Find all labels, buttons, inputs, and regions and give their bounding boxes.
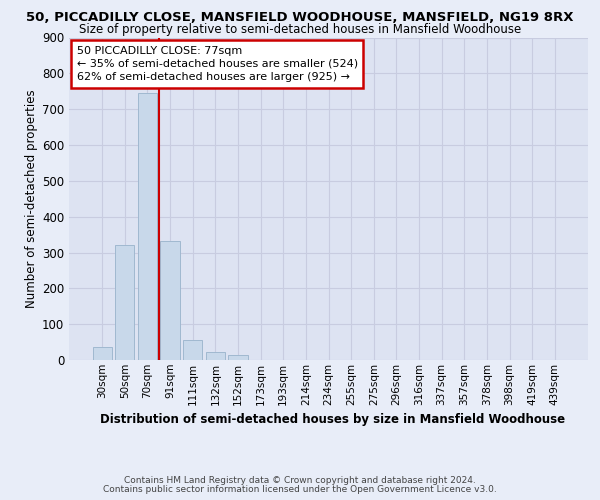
Bar (183, 340, 202, 360)
Bar (160, 241, 180, 360)
Text: Contains HM Land Registry data © Crown copyright and database right 2024.: Contains HM Land Registry data © Crown c… (124, 476, 476, 485)
Bar (206, 352, 225, 360)
Text: Distribution of semi-detached houses by size in Mansfield Woodhouse: Distribution of semi-detached houses by … (100, 412, 566, 426)
Text: Size of property relative to semi-detached houses in Mansfield Woodhouse: Size of property relative to semi-detach… (79, 22, 521, 36)
Text: 50 PICCADILLY CLOSE: 77sqm
← 35% of semi-detached houses are smaller (524)
62% o: 50 PICCADILLY CLOSE: 77sqm ← 35% of semi… (77, 46, 358, 82)
Bar (229, 356, 248, 360)
Text: 50, PICCADILLY CLOSE, MANSFIELD WOODHOUSE, MANSFIELD, NG19 8RX: 50, PICCADILLY CLOSE, MANSFIELD WOODHOUS… (26, 11, 574, 24)
Bar (138, 93, 157, 360)
Bar (115, 244, 134, 360)
Y-axis label: Number of semi-detached properties: Number of semi-detached properties (25, 90, 38, 308)
Bar (92, 348, 112, 360)
Text: Contains public sector information licensed under the Open Government Licence v3: Contains public sector information licen… (103, 485, 497, 494)
